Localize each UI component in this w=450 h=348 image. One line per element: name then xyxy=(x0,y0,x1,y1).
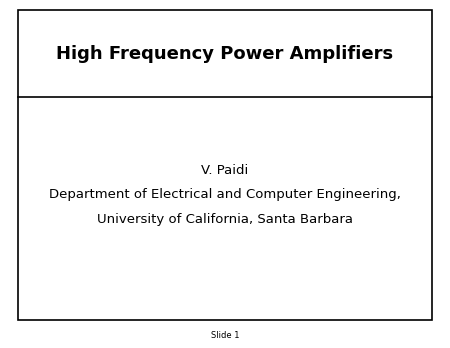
Text: Slide 1: Slide 1 xyxy=(211,331,239,340)
Bar xyxy=(18,10,432,320)
Text: V. Paidi: V. Paidi xyxy=(202,164,248,177)
Text: University of California, Santa Barbara: University of California, Santa Barbara xyxy=(97,213,353,226)
Text: High Frequency Power Amplifiers: High Frequency Power Amplifiers xyxy=(56,45,394,63)
Text: Department of Electrical and Computer Engineering,: Department of Electrical and Computer En… xyxy=(49,188,401,201)
